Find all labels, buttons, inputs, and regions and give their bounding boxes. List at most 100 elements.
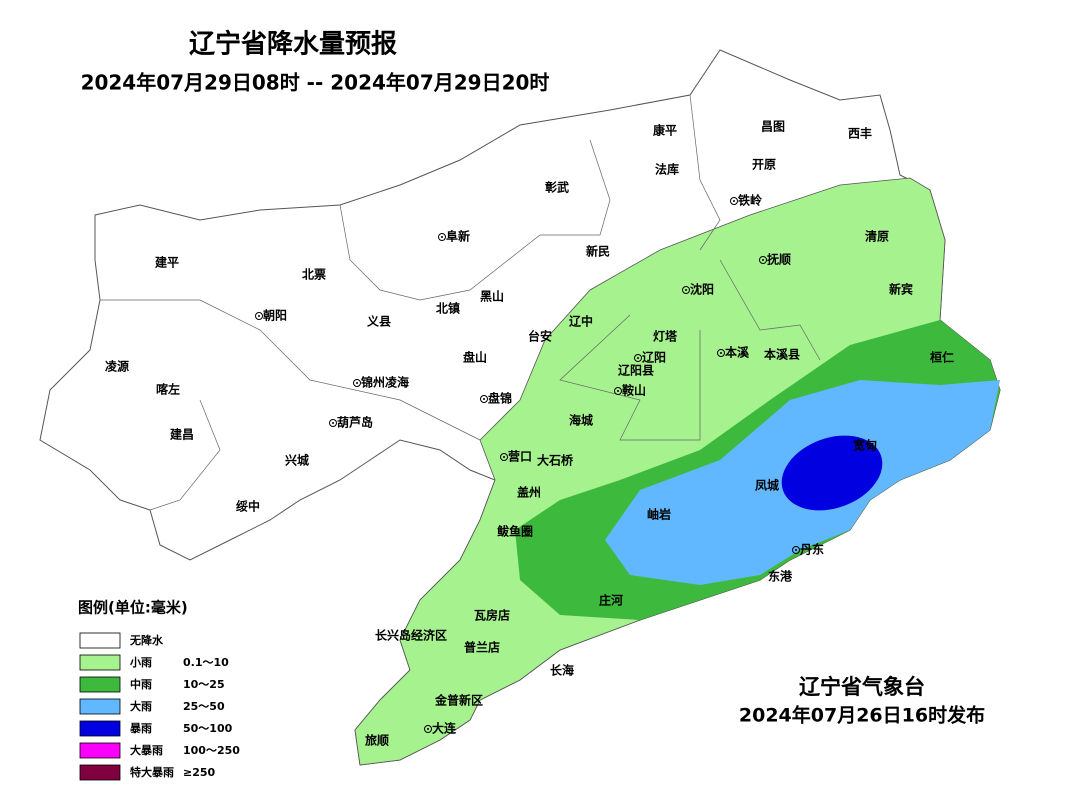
place-label: 东港 bbox=[768, 569, 793, 584]
place-label: 长兴岛经济区 bbox=[375, 628, 447, 643]
place-label: 法库 bbox=[655, 162, 679, 177]
place-label: 开原 bbox=[752, 158, 776, 172]
place-label: 本溪 bbox=[725, 345, 750, 360]
place-label: 盘锦 bbox=[488, 391, 512, 406]
legend-swatch bbox=[79, 632, 121, 649]
legend-swatch bbox=[79, 764, 121, 781]
place-label: 丹东 bbox=[800, 542, 824, 557]
rainstorm-zone bbox=[781, 435, 883, 511]
place-label: 岫岩 bbox=[647, 507, 671, 522]
place-label: 鞍山 bbox=[622, 383, 646, 398]
city-marker-dot bbox=[617, 390, 619, 392]
place-label: 新民 bbox=[586, 244, 610, 259]
place-label: 绥中 bbox=[236, 499, 260, 514]
city-marker bbox=[424, 725, 432, 733]
legend-swatch bbox=[79, 720, 121, 737]
city-marker bbox=[717, 349, 725, 357]
place-label: 海城 bbox=[569, 413, 593, 428]
title: 辽宁省降水量预报 bbox=[189, 29, 397, 60]
place-label: 抚顺 bbox=[767, 252, 791, 267]
legend-range: 10～25 bbox=[183, 678, 225, 691]
issued: 2024年07月26日16时发布 bbox=[739, 704, 985, 727]
legend-swatch bbox=[79, 676, 121, 693]
city-marker-dot bbox=[427, 728, 429, 730]
place-label: 宽甸 bbox=[852, 438, 877, 453]
city-marker bbox=[500, 453, 508, 461]
place-label: 建平 bbox=[154, 255, 179, 270]
place-label: 盘山 bbox=[463, 350, 487, 365]
place-label: 旅顺 bbox=[365, 733, 389, 748]
legend-swatch bbox=[79, 742, 121, 759]
place-label: 长海 bbox=[550, 663, 574, 678]
legend-range: 100～250 bbox=[183, 744, 240, 757]
city-marker-dot bbox=[258, 315, 260, 317]
legend-range: 50～100 bbox=[183, 722, 233, 735]
place-label: 营口 bbox=[508, 449, 532, 464]
legend-name: 中雨 bbox=[130, 677, 152, 691]
place-label: 台安 bbox=[528, 329, 552, 344]
place-label: 辽中 bbox=[569, 314, 593, 329]
place-label: 阜新 bbox=[446, 229, 470, 244]
place-label: 庄河 bbox=[599, 593, 623, 608]
place-label: 朝阳 bbox=[263, 308, 287, 323]
place-label: 凤城 bbox=[755, 478, 779, 493]
place-label: 桓仁 bbox=[930, 350, 954, 365]
place-label: 昌图 bbox=[761, 120, 785, 134]
place-label: 兴城 bbox=[285, 453, 309, 468]
place-label: 清原 bbox=[865, 229, 889, 244]
legend-swatch bbox=[79, 654, 121, 671]
city-marker-dot bbox=[795, 549, 797, 551]
county-borders bbox=[100, 94, 821, 511]
city-marker-dot bbox=[503, 456, 505, 458]
city-marker bbox=[614, 387, 622, 395]
city-marker-dot bbox=[441, 236, 443, 238]
city-marker bbox=[353, 379, 361, 387]
place-label: 建昌 bbox=[169, 427, 194, 442]
place-label: 北镇 bbox=[436, 301, 460, 316]
city-marker-dot bbox=[733, 200, 735, 202]
legend-title: 图例(单位:毫米) bbox=[78, 599, 188, 617]
place-label: 沈阳 bbox=[690, 282, 714, 297]
legend-range: ≥250 bbox=[183, 766, 216, 779]
place-label: 喀左 bbox=[156, 382, 180, 397]
city-marker bbox=[759, 256, 767, 264]
city-marker-dot bbox=[332, 422, 334, 424]
city-marker-dot bbox=[637, 357, 639, 359]
legend-range: 25～50 bbox=[183, 700, 225, 713]
place-label: 铁岭 bbox=[738, 193, 762, 208]
city-marker-dot bbox=[483, 398, 485, 400]
issuer: 辽宁省气象台 bbox=[799, 675, 925, 699]
place-label: 盖州 bbox=[517, 485, 541, 500]
place-label: 普兰店 bbox=[464, 640, 500, 655]
place-label: 锦州凌海 bbox=[361, 375, 409, 390]
place-label: 辽阳 bbox=[642, 350, 666, 365]
legend-name: 特大暴雨 bbox=[130, 765, 174, 779]
place-label: 彰武 bbox=[545, 180, 569, 195]
place-label: 鲅鱼圈 bbox=[497, 524, 533, 539]
place-label: 凌源 bbox=[105, 359, 129, 374]
city-marker bbox=[634, 354, 642, 362]
legend-name: 暴雨 bbox=[129, 722, 152, 735]
place-label: 康平 bbox=[653, 123, 677, 138]
legend-range: 0.1～10 bbox=[183, 656, 229, 669]
city-marker bbox=[682, 286, 690, 294]
city-marker bbox=[438, 233, 446, 241]
legend-name: 小雨 bbox=[129, 655, 152, 669]
legend-swatch bbox=[79, 698, 121, 715]
city-marker bbox=[329, 419, 337, 427]
place-label: 金普新区 bbox=[434, 693, 483, 708]
city-marker-dot bbox=[720, 352, 722, 354]
place-label: 瓦房店 bbox=[474, 608, 510, 623]
city-marker-dot bbox=[685, 289, 687, 291]
place-label: 北票 bbox=[302, 267, 326, 282]
period: 2024年07月29日08时 -- 2024年07月29日20时 bbox=[81, 71, 550, 95]
city-marker-dot bbox=[356, 382, 358, 384]
city-marker bbox=[792, 546, 800, 554]
legend-name: 大暴雨 bbox=[130, 743, 163, 757]
legend-name: 大雨 bbox=[130, 699, 152, 713]
place-label: 葫芦岛 bbox=[337, 415, 373, 430]
city-marker bbox=[730, 197, 738, 205]
place-label: 灯塔 bbox=[653, 329, 678, 344]
place-label: 大连 bbox=[432, 721, 457, 736]
